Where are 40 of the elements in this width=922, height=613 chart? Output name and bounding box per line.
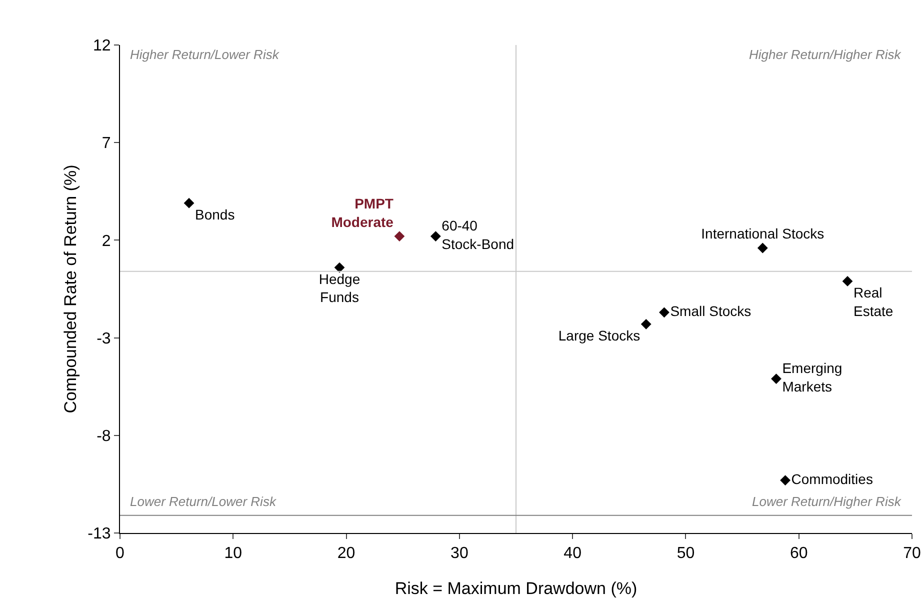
point [842, 276, 853, 286]
point [640, 318, 652, 330]
series-label: Hedge Funds [318, 271, 360, 306]
y-axis-title: Compounded Rate of Return (%) [61, 164, 80, 414]
series-label: Emerging Markets [782, 360, 842, 394]
annotation: Lower Return/Lower Risk [130, 494, 278, 509]
x-tick-label: 50 [676, 545, 695, 562]
y-tick-label: -3 [96, 330, 111, 348]
point [659, 307, 670, 318]
y-tick-label: 2 [102, 232, 111, 250]
annotation: Lower Return/Higher Risk [752, 494, 902, 509]
x-tick-label: 0 [116, 545, 125, 562]
x-tick-label: 60 [790, 545, 808, 562]
series-label: Real Estate [854, 284, 894, 319]
y-tick-label: -8 [96, 428, 111, 445]
point [184, 198, 194, 208]
point [757, 242, 768, 254]
point [780, 475, 790, 486]
series-label: Bonds [195, 206, 235, 223]
series-label: 60-40 Stock-Bond [442, 218, 514, 252]
x-tick-label: 70 [903, 545, 921, 562]
point [394, 231, 405, 242]
y-tick-label: 12 [93, 38, 111, 55]
y-tick-label: 7 [102, 135, 111, 152]
series-label: Small Stocks [670, 302, 752, 319]
x-tick-label: 30 [450, 545, 468, 562]
point [771, 374, 782, 384]
point [430, 231, 441, 242]
annotation: Higher Return/Higher Risk [749, 47, 902, 62]
series-label: International Stocks [701, 226, 824, 242]
x-axis-title: Risk = Maximum Drawdown (%) [394, 579, 638, 598]
x-tick-label: 10 [224, 545, 242, 562]
series-label: Commodities [791, 470, 873, 487]
y-tick-label: -13 [88, 526, 111, 543]
annotation: Higher Return/Lower Risk [130, 47, 280, 62]
point [334, 262, 345, 273]
x-tick-label: 20 [337, 545, 356, 562]
x-tick-label: 40 [564, 545, 582, 562]
series-label: PMPT Moderate [331, 196, 394, 230]
series-label: Large Stocks [558, 328, 640, 344]
